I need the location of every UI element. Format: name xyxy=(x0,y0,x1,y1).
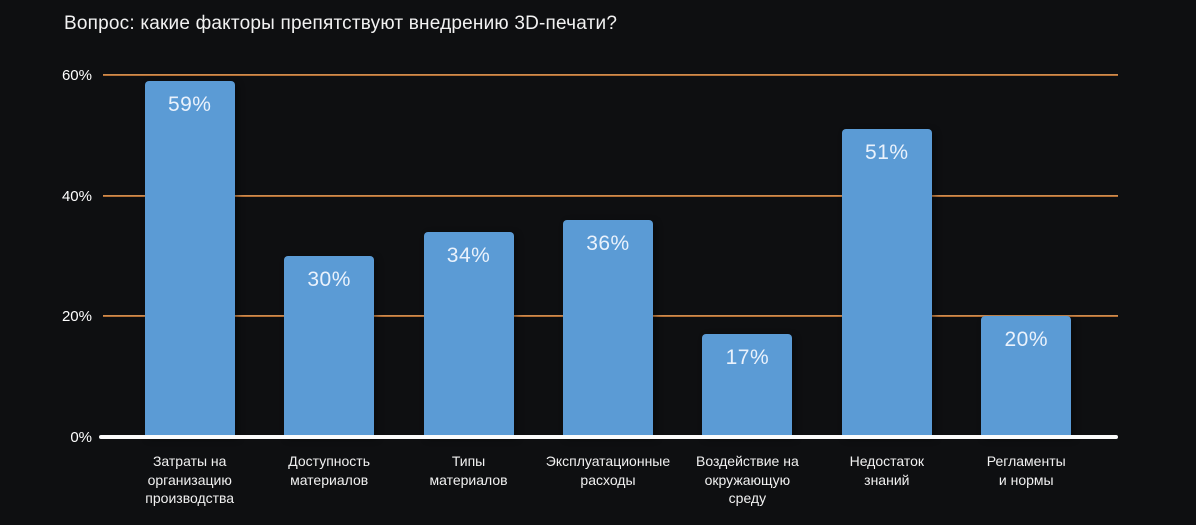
y-tick-label: 0% xyxy=(70,429,92,446)
bar-value-label: 30% xyxy=(307,268,351,291)
category-label: Недостаток знаний xyxy=(849,453,925,488)
category-label: Доступность материалов xyxy=(288,453,371,488)
bar-value-label: 34% xyxy=(446,243,491,267)
bar: 59% xyxy=(144,81,235,437)
bar-value-label: 36% xyxy=(586,231,630,255)
gridline xyxy=(103,194,1118,197)
category-label: Затраты на организацию производства xyxy=(145,453,235,507)
y-tick-label: 60% xyxy=(61,67,92,84)
bar-slot: 34% xyxy=(399,75,538,437)
bar-chart: 59% 30% 34% 36% 17% 51% 20% Затраты на организ… xyxy=(62,67,1118,506)
x-axis-line xyxy=(99,435,1118,439)
y-tick-label: 20% xyxy=(61,308,92,326)
bar: 30% xyxy=(284,256,375,437)
bar: 51% xyxy=(841,129,932,437)
bar-slot: 59% xyxy=(120,75,259,437)
bar-slot: 20% xyxy=(957,75,1096,437)
category-label: Воздействие на окружающую среду xyxy=(696,453,799,507)
y-tick-label: 40% xyxy=(61,187,92,205)
bar-slot: 17% xyxy=(678,75,817,437)
bar-value-label: 20% xyxy=(1004,328,1048,352)
bar: 20% xyxy=(981,316,1072,437)
chart-title: Вопрос: какие факторы препятствуют внедр… xyxy=(64,13,618,34)
bar: 36% xyxy=(562,219,653,437)
category-label: Эксплуатационные расходы xyxy=(545,453,671,488)
bar-slot: 30% xyxy=(259,75,398,437)
bar-value-label: 59% xyxy=(167,93,212,117)
bar-slot: 36% xyxy=(538,75,677,437)
category-label: Типы материалов xyxy=(429,453,508,488)
category-label: Регламенты и нормы xyxy=(986,453,1066,488)
bar: 34% xyxy=(423,231,514,437)
bar-value-label: 17% xyxy=(725,346,770,370)
category-labels-row: Затраты на организацию производства Досту… xyxy=(120,452,1096,508)
bar-value-label: 51% xyxy=(865,141,909,165)
bar: 17% xyxy=(702,334,793,437)
bars-container: 59% 30% 34% 36% 17% 51% 20% xyxy=(120,75,1096,437)
gridline xyxy=(103,74,1118,76)
bar-slot: 51% xyxy=(817,75,956,437)
